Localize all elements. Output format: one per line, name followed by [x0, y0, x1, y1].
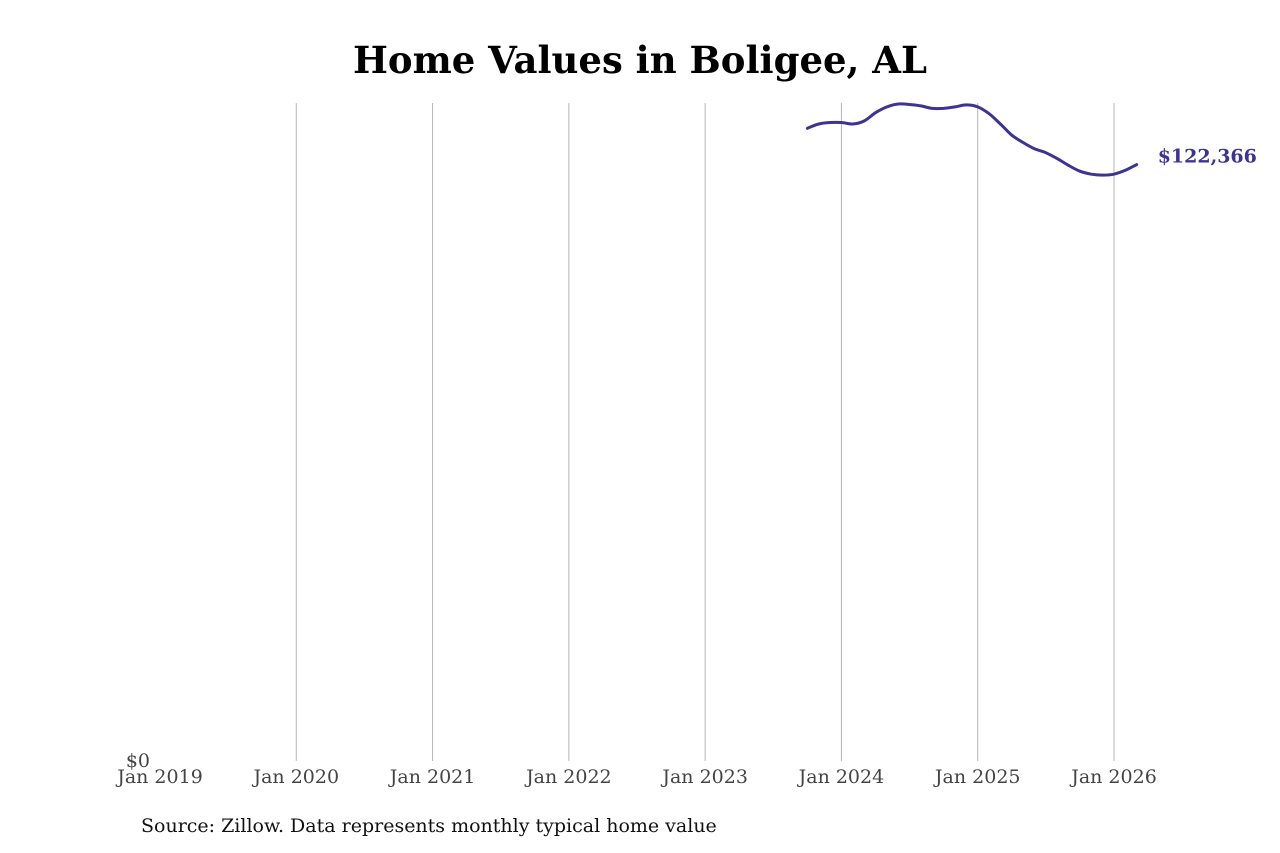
series-lines — [805, 102, 1139, 177]
y-tick-label: $0 — [126, 750, 150, 772]
end-labels: $122,366 — [1158, 146, 1257, 168]
chart-title: Home Values in Boligee, AL — [352, 38, 928, 82]
source-note: Source: Zillow. Data represents monthly … — [141, 815, 717, 837]
y-axis-ticks: $0 — [126, 750, 150, 772]
x-axis-ticks: Jan 2019 Jan 2020 Jan 2021 Jan 2022 Jan 2023… — [115, 766, 1157, 788]
x-tick-label: Jan 2026 — [1069, 766, 1157, 788]
x-tick-label: Jan 2025 — [933, 766, 1021, 788]
x-tick-label: Jan 2024 — [797, 766, 885, 788]
x-tick-label: Jan 2021 — [388, 766, 476, 788]
series-end-label: $122,366 — [1158, 146, 1257, 168]
x-tick-label: Jan 2020 — [251, 766, 339, 788]
x-tick-label: Jan 2023 — [660, 766, 748, 788]
series-line — [805, 102, 1139, 177]
gridlines — [295, 103, 1115, 761]
x-tick-label: Jan 2019 — [115, 766, 203, 788]
x-tick-label: Jan 2022 — [524, 766, 612, 788]
